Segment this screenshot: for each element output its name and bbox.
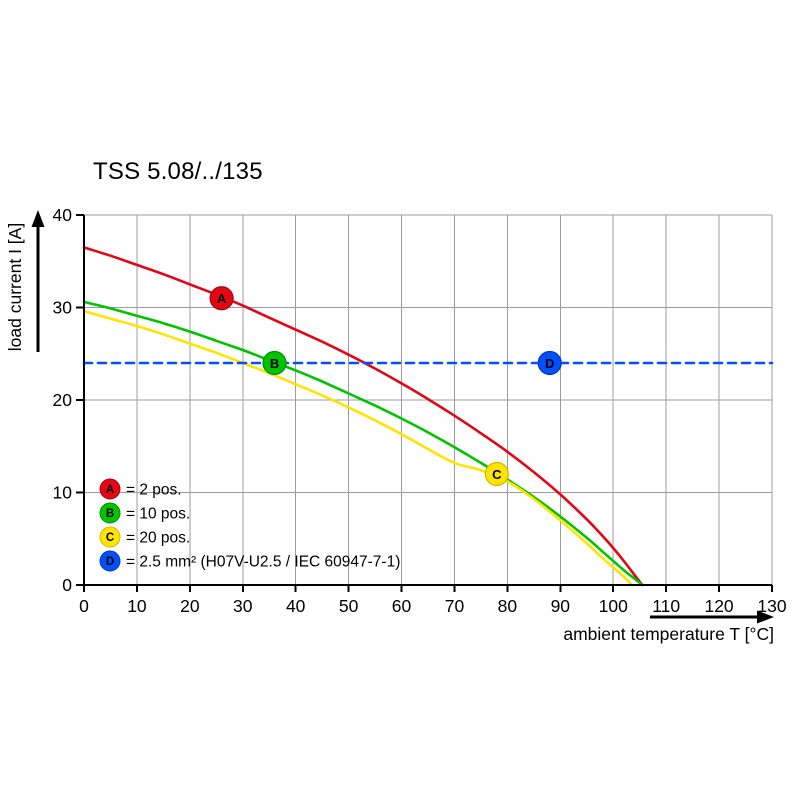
marker-C: C	[484, 461, 509, 487]
y-tick-label: 40	[53, 205, 73, 225]
legend-key: D	[106, 556, 114, 568]
x-tick-label: 30	[233, 596, 253, 616]
legend-key: C	[106, 532, 114, 544]
legend-key: A	[106, 484, 114, 496]
x-tick-label: 10	[127, 596, 147, 616]
x-axis-arrowhead	[757, 610, 774, 624]
legend-item-B: B = 10 pos.	[99, 502, 190, 524]
y-tick-label: 10	[53, 483, 73, 503]
marker-letter: B	[270, 356, 279, 371]
x-tick-label: 20	[180, 596, 200, 616]
x-tick-label: 120	[704, 596, 733, 616]
legend: A = 2 pos. B = 10 pos. C = 20 pos. D = 2.5 mm² …	[99, 478, 400, 572]
y-tick-labels: 0 10 20 30 40	[53, 205, 84, 595]
x-tick-label: 70	[445, 596, 465, 616]
x-tick-label: 90	[551, 596, 571, 616]
y-tick-label: 0	[62, 575, 72, 595]
x-tick-label: 80	[498, 596, 518, 616]
x-tick-label: 100	[599, 596, 628, 616]
legend-text: = 2 pos.	[126, 482, 182, 499]
x-tick-label: 0	[79, 596, 89, 616]
y-tick-label: 20	[53, 390, 73, 410]
legend-item-A: A = 2 pos.	[99, 478, 182, 500]
curve-A	[82, 246, 644, 587]
x-tick-labels: 0 10 20 30 40 50 60 70 80 90 100 110 120 130	[79, 585, 787, 616]
marker-letter: C	[492, 467, 502, 482]
x-tick-label: 110	[652, 596, 680, 616]
curve-C	[82, 309, 634, 587]
legend-key: B	[106, 508, 114, 520]
curve-B	[82, 300, 644, 587]
marker-letter: D	[545, 356, 554, 371]
marker-D: D	[537, 350, 562, 376]
legend-text: = 20 pos.	[126, 530, 190, 547]
x-tick-label: 50	[339, 596, 359, 616]
x-axis-label: ambient temperature T [°C]	[563, 624, 774, 644]
series-curves	[82, 246, 774, 587]
legend-item-D: D = 2.5 mm² (H07V-U2.5 / IEC 60947-7-1)	[99, 550, 400, 572]
marker-B: B	[262, 350, 287, 376]
gridlines	[84, 214, 773, 585]
marker-letter: A	[217, 291, 227, 306]
curve-markers: A B C D	[209, 286, 562, 487]
y-axis-label: load current I [A]	[5, 222, 25, 352]
axis-arrows	[31, 210, 774, 624]
legend-text: = 2.5 mm² (H07V-U2.5 / IEC 60947-7-1)	[126, 554, 400, 571]
legend-item-C: C = 20 pos.	[99, 526, 190, 548]
y-axis-arrowhead	[31, 210, 45, 227]
x-tick-label: 130	[757, 596, 786, 616]
legend-text: = 10 pos.	[126, 506, 190, 523]
x-tick-label: 40	[286, 596, 306, 616]
y-tick-label: 30	[53, 298, 73, 318]
marker-A: A	[209, 286, 234, 311]
chart-title: TSS 5.08/../135	[93, 158, 263, 185]
x-tick-label: 60	[392, 596, 412, 616]
